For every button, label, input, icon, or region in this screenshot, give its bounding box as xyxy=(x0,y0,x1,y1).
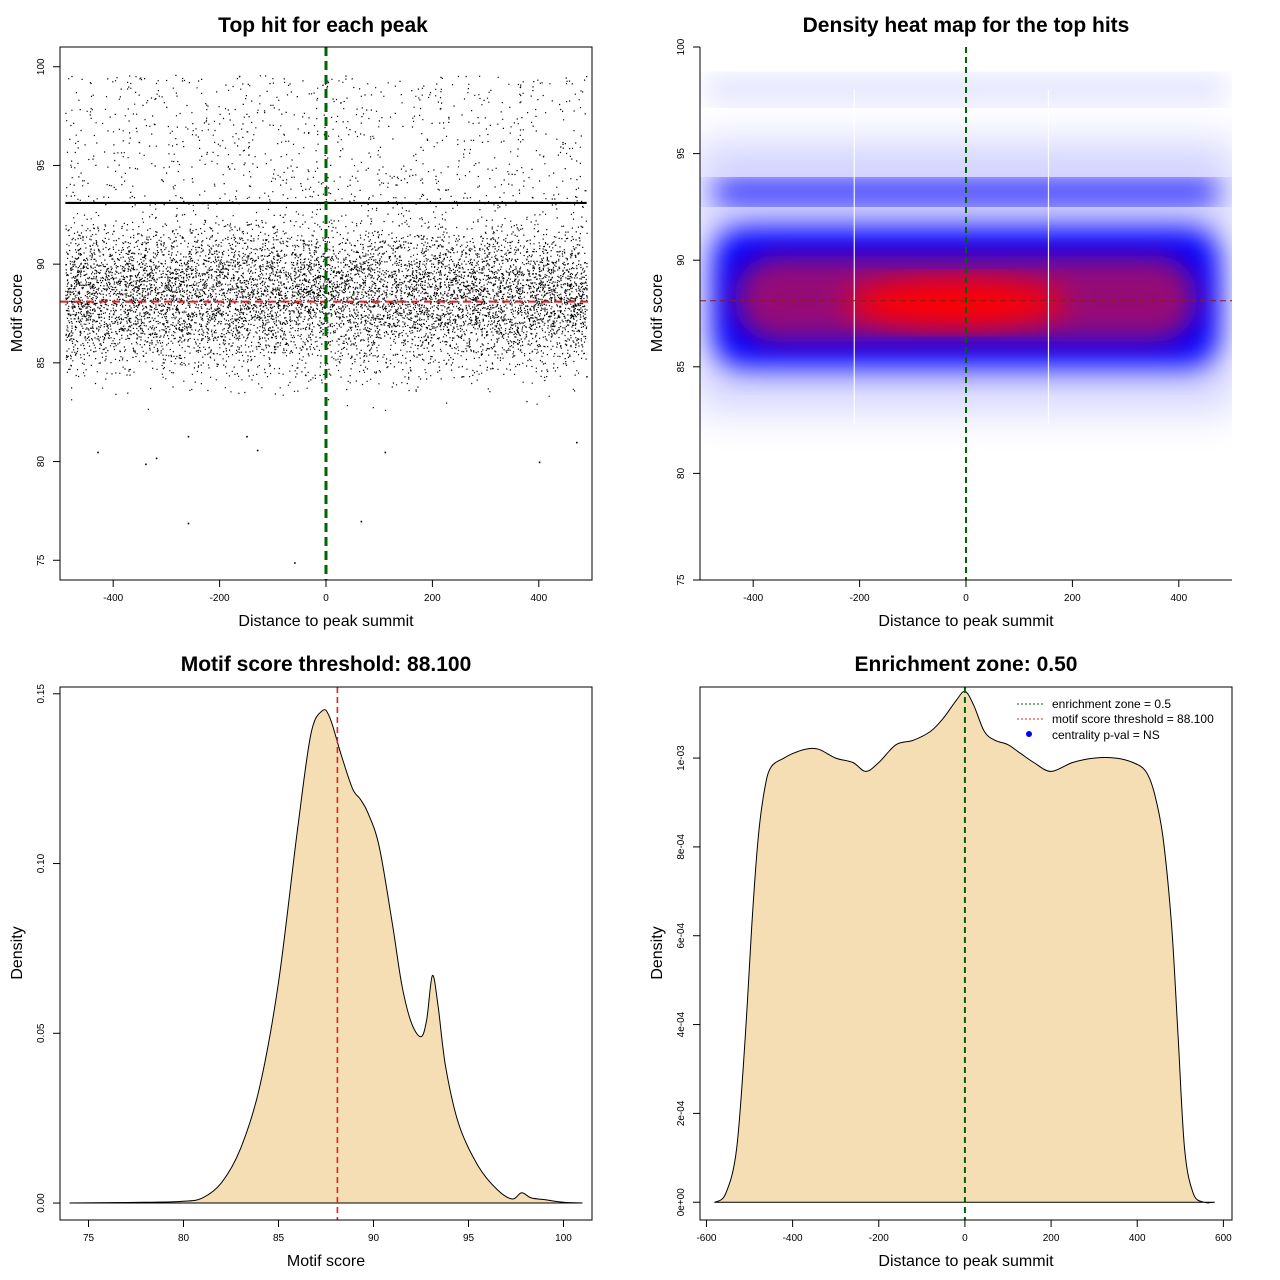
scatter-outlier-point xyxy=(384,451,387,454)
heatmap-title: Density heat map for the top hits xyxy=(803,14,1130,37)
enrichment-ylabel: Density xyxy=(649,926,666,979)
enrichment-axes: -600 -400 -200 0 200 400 600 0e+00 2e-04 4e-04 6e-… xyxy=(676,745,1232,1244)
legend-threshold-label: motif score threshold = 88.100 xyxy=(1052,712,1214,726)
scatter-xlabel: Distance to peak summit xyxy=(238,613,414,630)
enrichment-title: Enrichment zone: 0.50 xyxy=(855,653,1078,676)
panel-score-density: Motif score threshold: 88.100 75 80 85 90 95… xyxy=(9,653,593,1270)
y-tick-label: 1e-03 xyxy=(676,745,687,771)
x-tick-label: 85 xyxy=(273,1233,285,1244)
scatter-outlier-point xyxy=(246,435,248,438)
x-tick-label: 200 xyxy=(1043,1233,1060,1244)
y-tick-label: 100 xyxy=(36,58,47,75)
x-tick-label: 600 xyxy=(1215,1233,1232,1244)
heatmap-hotspot xyxy=(845,278,1066,327)
x-tick-label: -200 xyxy=(850,593,870,604)
y-tick-label: 6e-04 xyxy=(676,923,687,949)
x-tick-label: 200 xyxy=(424,593,441,604)
x-tick-label: 400 xyxy=(1129,1233,1146,1244)
scatter-outlier-point xyxy=(187,522,190,525)
heatmap-ylabel: Motif score xyxy=(649,274,666,352)
y-tick-label: 80 xyxy=(676,467,687,479)
scatter-outlier-point xyxy=(576,441,578,444)
scatter-point-cloud xyxy=(65,74,588,411)
score-density-axes: 75 80 85 90 95 100 0.00 0.05 0.10 0.15 xyxy=(36,684,572,1244)
heatmap-axes: -400 -200 0 200 400 75 80 85 90 95 100 xyxy=(676,38,1188,604)
y-tick-label: 0.15 xyxy=(36,684,47,704)
heatmap-reference-lines xyxy=(700,47,1232,580)
x-tick-label: 80 xyxy=(178,1233,190,1244)
scatter-outlier-point xyxy=(294,562,296,564)
y-tick-label: 8e-04 xyxy=(676,834,687,860)
y-tick-label: 0e+00 xyxy=(676,1188,687,1217)
x-tick-label: 400 xyxy=(530,593,547,604)
y-tick-label: 75 xyxy=(676,574,687,586)
x-tick-label: -400 xyxy=(783,1233,803,1244)
y-tick-label: 85 xyxy=(676,361,687,373)
y-tick-label: 2e-04 xyxy=(676,1100,687,1126)
heatmap-xlabel: Distance to peak summit xyxy=(878,613,1054,630)
panel-heatmap: Density heat map for the top hits -400 -2… xyxy=(649,14,1232,630)
scatter-axes: -400 -200 0 200 400 75 80 85 90 95 100 xyxy=(36,58,548,604)
score-density-area xyxy=(69,709,583,1204)
x-tick-label: 75 xyxy=(83,1233,95,1244)
y-tick-label: 90 xyxy=(36,258,47,270)
scatter-outlier-point xyxy=(187,435,190,438)
y-tick-label: 4e-04 xyxy=(676,1011,687,1037)
x-tick-label: -200 xyxy=(869,1233,889,1244)
enrichment-legend: enrichment zone = 0.5 motif score thresh… xyxy=(1017,697,1214,742)
panel-scatter: Top hit for each peak -400 -200 0 200 400 75 8… xyxy=(9,14,593,630)
x-tick-label: -400 xyxy=(103,593,123,604)
x-tick-label: 90 xyxy=(368,1233,380,1244)
x-tick-label: -600 xyxy=(696,1233,716,1244)
y-tick-label: 75 xyxy=(36,554,47,566)
x-tick-label: 95 xyxy=(463,1233,475,1244)
y-tick-label: 95 xyxy=(676,148,687,160)
x-tick-label: 0 xyxy=(962,1233,968,1244)
scatter-outlier-point xyxy=(360,520,363,523)
scatter-ylabel: Motif score xyxy=(9,274,26,352)
y-tick-label: 0.00 xyxy=(36,1193,47,1213)
y-tick-label: 0.10 xyxy=(36,853,47,873)
x-tick-label: -400 xyxy=(743,593,763,604)
scatter-outlier-point xyxy=(97,451,99,454)
scatter-reference-lines xyxy=(60,47,592,580)
legend-pval-point xyxy=(1026,731,1032,737)
legend-pval-label: centrality p-val = NS xyxy=(1052,728,1160,742)
x-tick-label: 200 xyxy=(1064,593,1081,604)
scatter-outlier-point xyxy=(256,449,259,452)
scatter-title: Top hit for each peak xyxy=(218,14,428,37)
panel-enrichment: Enrichment zone: 0.50 -600 -400 -200 0 200 40… xyxy=(649,653,1233,1270)
x-tick-label: 0 xyxy=(323,593,329,604)
y-tick-label: 100 xyxy=(676,38,687,55)
enrichment-xlabel: Distance to peak summit xyxy=(878,1253,1054,1270)
x-tick-label: 100 xyxy=(555,1233,572,1244)
y-tick-label: 85 xyxy=(36,357,47,369)
y-tick-label: 90 xyxy=(676,254,687,266)
x-tick-label: 0 xyxy=(963,593,969,604)
y-tick-label: 95 xyxy=(36,159,47,171)
legend-zone-label: enrichment zone = 0.5 xyxy=(1052,697,1171,711)
score-density-title: Motif score threshold: 88.100 xyxy=(181,653,472,676)
x-tick-label: -200 xyxy=(210,593,230,604)
x-tick-label: 400 xyxy=(1170,593,1187,604)
score-density-xlabel: Motif score xyxy=(287,1253,365,1270)
score-density-ylabel: Density xyxy=(9,926,26,979)
scatter-outlier-point xyxy=(155,457,158,460)
y-tick-label: 80 xyxy=(36,456,47,468)
scatter-outlier-point xyxy=(145,463,147,466)
y-tick-label: 0.05 xyxy=(36,1023,47,1043)
scatter-outlier-point xyxy=(538,461,541,464)
